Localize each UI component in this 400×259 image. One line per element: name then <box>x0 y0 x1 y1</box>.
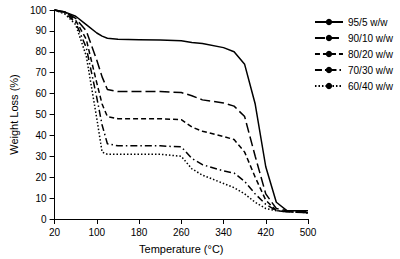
svg-text:80: 80 <box>35 46 47 57</box>
svg-text:60: 60 <box>35 88 47 99</box>
svg-text:420: 420 <box>257 227 274 238</box>
svg-text:100: 100 <box>30 5 47 16</box>
svg-text:90/10 w/w: 90/10 w/w <box>348 33 394 44</box>
svg-text:260: 260 <box>173 227 190 238</box>
svg-text:500: 500 <box>300 227 317 238</box>
svg-text:Weight Loss (%): Weight Loss (%) <box>8 74 20 155</box>
svg-text:80/20 w/w: 80/20 w/w <box>348 49 394 60</box>
svg-text:60/40 w/w: 60/40 w/w <box>348 81 394 92</box>
svg-text:40: 40 <box>35 130 47 141</box>
svg-text:95/5 w/w: 95/5 w/w <box>348 17 388 28</box>
svg-text:70: 70 <box>35 67 47 78</box>
svg-text:20: 20 <box>49 227 61 238</box>
svg-text:30: 30 <box>35 151 47 162</box>
svg-text:90: 90 <box>35 25 47 36</box>
svg-text:10: 10 <box>35 193 47 204</box>
svg-text:20: 20 <box>35 172 47 183</box>
svg-text:0: 0 <box>41 214 47 225</box>
svg-text:Temperature (°C): Temperature (°C) <box>139 243 223 255</box>
svg-text:180: 180 <box>131 227 148 238</box>
svg-text:50: 50 <box>35 109 47 120</box>
svg-text:340: 340 <box>215 227 232 238</box>
svg-text:100: 100 <box>88 227 105 238</box>
svg-text:70/30 w/w: 70/30 w/w <box>348 65 394 76</box>
